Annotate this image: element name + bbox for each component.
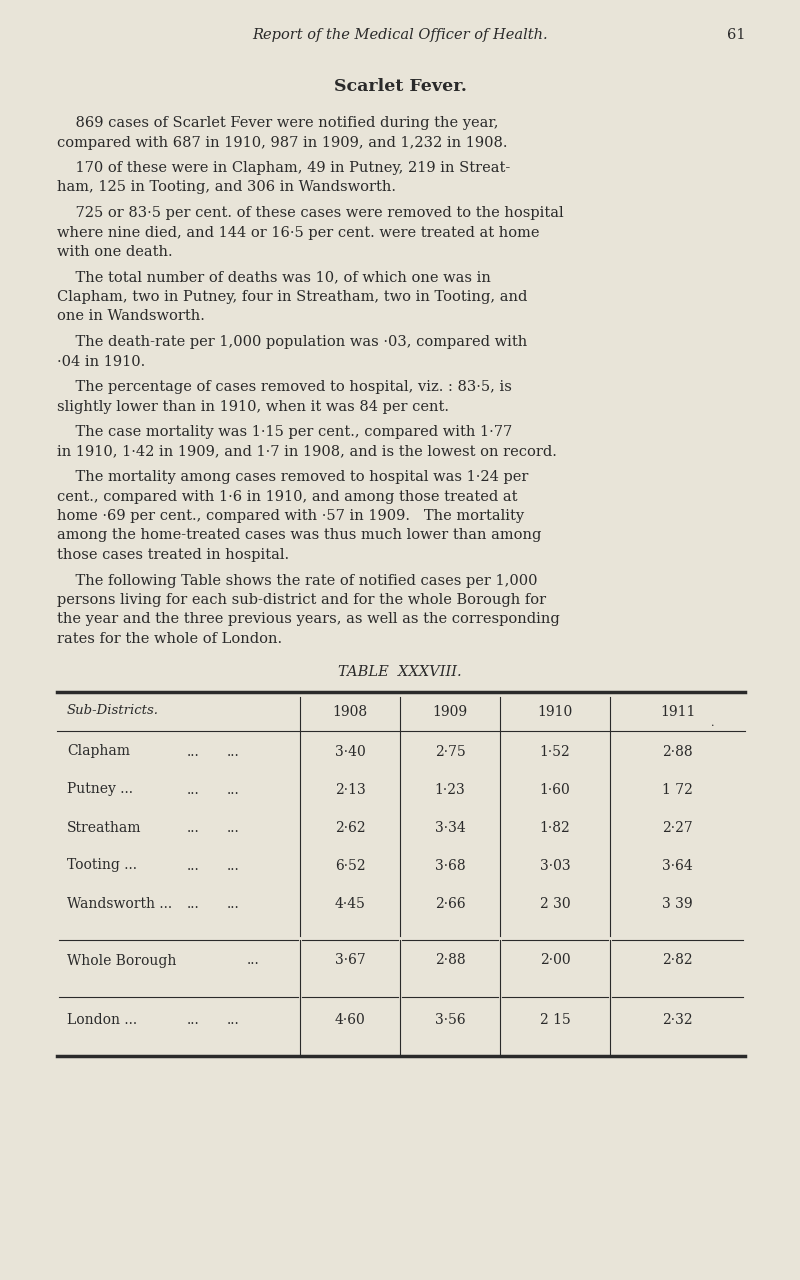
Text: ...: ... — [187, 896, 200, 910]
Text: 1 72: 1 72 — [662, 782, 693, 796]
Text: with one death.: with one death. — [57, 244, 173, 259]
Text: 2 30: 2 30 — [540, 896, 570, 910]
Text: in 1910, 1·42 in 1909, and 1·7 in 1908, and is the lowest on record.: in 1910, 1·42 in 1909, and 1·7 in 1908, … — [57, 444, 557, 458]
Text: 2·88: 2·88 — [662, 745, 693, 759]
Text: those cases treated in hospital.: those cases treated in hospital. — [57, 548, 289, 562]
Text: Sub-Districts.: Sub-Districts. — [67, 704, 159, 718]
Text: ham, 125 in Tooting, and 306 in Wandsworth.: ham, 125 in Tooting, and 306 in Wandswor… — [57, 180, 396, 195]
Text: ...: ... — [187, 745, 200, 759]
Text: ·04 in 1910.: ·04 in 1910. — [57, 355, 146, 369]
Text: home ·69 per cent., compared with ·57 in 1909.   The mortality: home ·69 per cent., compared with ·57 in… — [57, 509, 524, 524]
Text: London ...: London ... — [67, 1012, 137, 1027]
Text: Tooting ...: Tooting ... — [67, 859, 137, 873]
Text: 2·75: 2·75 — [434, 745, 466, 759]
Text: 1910: 1910 — [538, 704, 573, 718]
Text: Report of the Medical Officer of Health.: Report of the Medical Officer of Health. — [252, 28, 548, 42]
Text: 2·62: 2·62 — [334, 820, 366, 835]
Text: 1909: 1909 — [433, 704, 467, 718]
Text: 3·34: 3·34 — [434, 820, 466, 835]
Text: 2·13: 2·13 — [334, 782, 366, 796]
Text: compared with 687 in 1910, 987 in 1909, and 1,232 in 1908.: compared with 687 in 1910, 987 in 1909, … — [57, 136, 507, 150]
Text: 1·52: 1·52 — [540, 745, 570, 759]
Text: 4·60: 4·60 — [334, 1012, 366, 1027]
Text: 2·88: 2·88 — [434, 954, 466, 968]
Text: 3·56: 3·56 — [434, 1012, 466, 1027]
Text: The following Table shows the rate of notified cases per 1,000: The following Table shows the rate of no… — [57, 573, 538, 588]
Text: 869 cases of Scarlet Fever were notified during the year,: 869 cases of Scarlet Fever were notified… — [57, 116, 498, 131]
Text: Streatham: Streatham — [67, 820, 142, 835]
Text: slightly lower than in 1910, when it was 84 per cent.: slightly lower than in 1910, when it was… — [57, 399, 449, 413]
Text: 3·40: 3·40 — [334, 745, 366, 759]
Text: 2·00: 2·00 — [540, 954, 570, 968]
Text: 4·45: 4·45 — [334, 896, 366, 910]
Text: 1908: 1908 — [333, 704, 367, 718]
Text: .: . — [710, 718, 714, 728]
Text: rates for the whole of London.: rates for the whole of London. — [57, 632, 282, 646]
Text: where nine died, and 144 or 16·5 per cent. were treated at home: where nine died, and 144 or 16·5 per cen… — [57, 225, 539, 239]
Text: Wandsworth ...: Wandsworth ... — [67, 896, 172, 910]
Text: among the home-treated cases was thus much lower than among: among the home-treated cases was thus mu… — [57, 529, 542, 543]
Text: Clapham, two in Putney, four in Streatham, two in Tooting, and: Clapham, two in Putney, four in Streatha… — [57, 291, 527, 303]
Text: 3·68: 3·68 — [434, 859, 466, 873]
Text: 3·64: 3·64 — [662, 859, 693, 873]
Text: 6·52: 6·52 — [334, 859, 366, 873]
Text: The death-rate per 1,000 population was ·03, compared with: The death-rate per 1,000 population was … — [57, 335, 527, 349]
Text: Clapham: Clapham — [67, 745, 130, 759]
Text: ...: ... — [187, 859, 200, 873]
Text: 170 of these were in Clapham, 49 in Putney, 219 in Streat-: 170 of these were in Clapham, 49 in Putn… — [57, 161, 510, 175]
Text: Scarlet Fever.: Scarlet Fever. — [334, 78, 466, 95]
Text: 2·66: 2·66 — [434, 896, 466, 910]
Text: Whole Borough: Whole Borough — [67, 954, 176, 968]
Text: ...: ... — [247, 954, 260, 968]
Text: ...: ... — [187, 782, 200, 796]
Text: 2 15: 2 15 — [540, 1012, 570, 1027]
Text: Putney ...: Putney ... — [67, 782, 133, 796]
Text: The percentage of cases removed to hospital, viz. : 83·5, is: The percentage of cases removed to hospi… — [57, 380, 512, 394]
Text: 1·60: 1·60 — [540, 782, 570, 796]
Text: ...: ... — [187, 1012, 200, 1027]
Text: ...: ... — [227, 782, 240, 796]
Text: The mortality among cases removed to hospital was 1·24 per: The mortality among cases removed to hos… — [57, 470, 528, 484]
Text: cent., compared with 1·6 in 1910, and among those treated at: cent., compared with 1·6 in 1910, and am… — [57, 489, 518, 503]
Text: 61: 61 — [726, 28, 745, 42]
Text: 2·82: 2·82 — [662, 954, 693, 968]
Text: one in Wandsworth.: one in Wandsworth. — [57, 310, 205, 324]
Text: ...: ... — [227, 1012, 240, 1027]
Text: the year and the three previous years, as well as the corresponding: the year and the three previous years, a… — [57, 613, 560, 626]
Text: 1·23: 1·23 — [434, 782, 466, 796]
Text: 3 39: 3 39 — [662, 896, 693, 910]
Text: The case mortality was 1·15 per cent., compared with 1·77: The case mortality was 1·15 per cent., c… — [57, 425, 512, 439]
Text: ...: ... — [227, 896, 240, 910]
Text: 3·03: 3·03 — [540, 859, 570, 873]
Text: ...: ... — [227, 745, 240, 759]
Text: 2·32: 2·32 — [662, 1012, 693, 1027]
Text: ...: ... — [227, 859, 240, 873]
Text: 3·67: 3·67 — [334, 954, 366, 968]
Text: persons living for each sub-district and for the whole Borough for: persons living for each sub-district and… — [57, 593, 546, 607]
Text: 725 or 83·5 per cent. of these cases were removed to the hospital: 725 or 83·5 per cent. of these cases wer… — [57, 206, 564, 220]
Text: 2·27: 2·27 — [662, 820, 693, 835]
Text: 1911: 1911 — [660, 704, 695, 718]
Text: ...: ... — [227, 820, 240, 835]
Text: 1·82: 1·82 — [540, 820, 570, 835]
Text: ...: ... — [187, 820, 200, 835]
Text: The total number of deaths was 10, of which one was in: The total number of deaths was 10, of wh… — [57, 270, 491, 284]
Text: TABLE  XXXVIII.: TABLE XXXVIII. — [338, 666, 462, 680]
